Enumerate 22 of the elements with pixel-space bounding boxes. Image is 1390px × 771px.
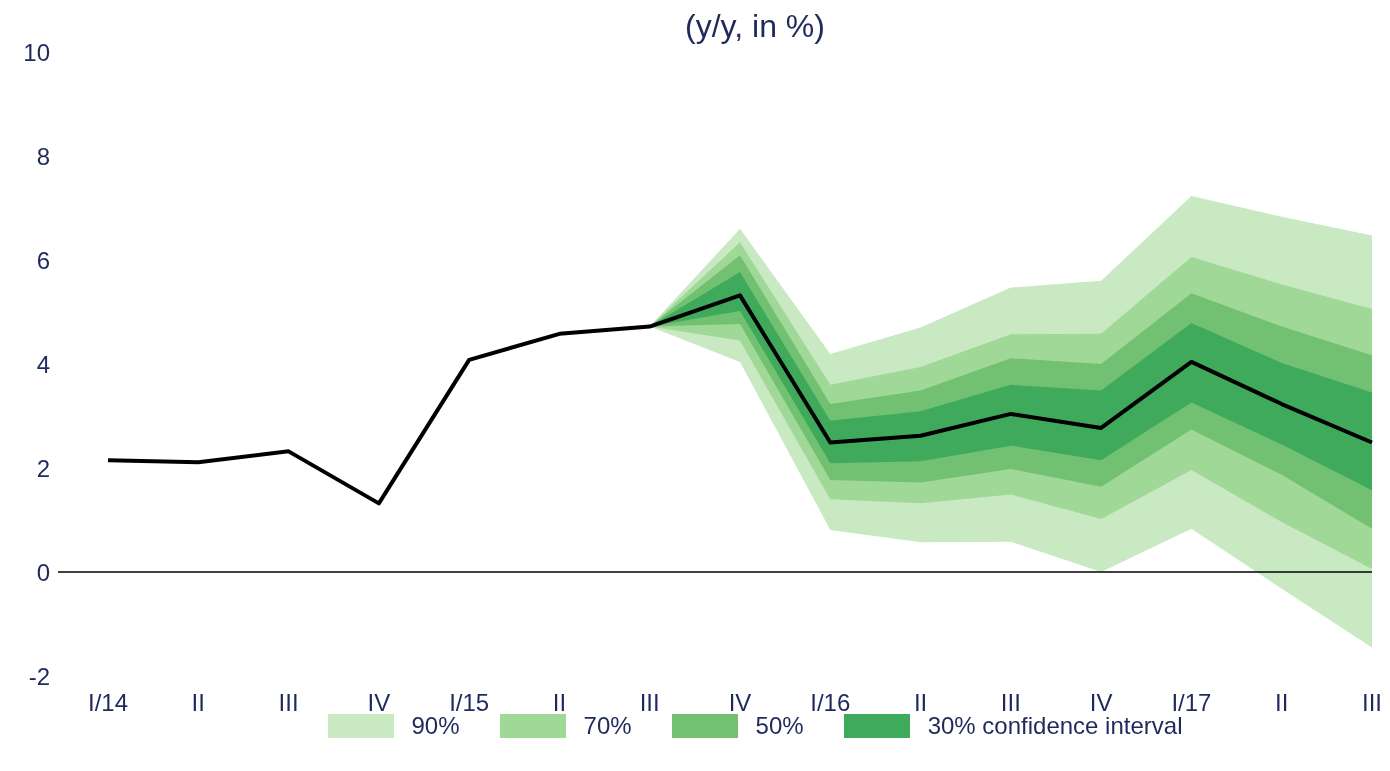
x-tick-label: I/14 — [87, 689, 129, 717]
x-tick-label: II — [913, 689, 928, 717]
x-tick-label: IV — [367, 689, 391, 717]
legend-label: 50% — [755, 712, 804, 740]
x-tick-label: II — [552, 689, 567, 717]
x-tick-label: II — [1275, 689, 1289, 717]
x-tick-label: I/16 — [810, 689, 851, 717]
line-series — [106, 293, 1374, 506]
x-tick-label: IV — [728, 689, 752, 717]
x-tick-label: III — [639, 689, 660, 717]
y-tick-label: 10 — [23, 38, 50, 66]
y-tick-label: 6 — [36, 246, 50, 274]
y-tick-label: 8 — [36, 142, 50, 170]
x-tick-label: II — [191, 689, 205, 717]
y-tick-label: 0 — [36, 558, 50, 586]
x-tick-label: III — [278, 689, 299, 717]
legend-label: 70% — [583, 712, 632, 740]
x-tick-label: III — [1361, 689, 1383, 717]
chart-title: (y/y, in %) — [684, 8, 826, 44]
y-tick-label: 4 — [36, 350, 50, 378]
y-tick-label: -2 — [28, 662, 50, 690]
y-tick-label: 2 — [36, 454, 50, 482]
